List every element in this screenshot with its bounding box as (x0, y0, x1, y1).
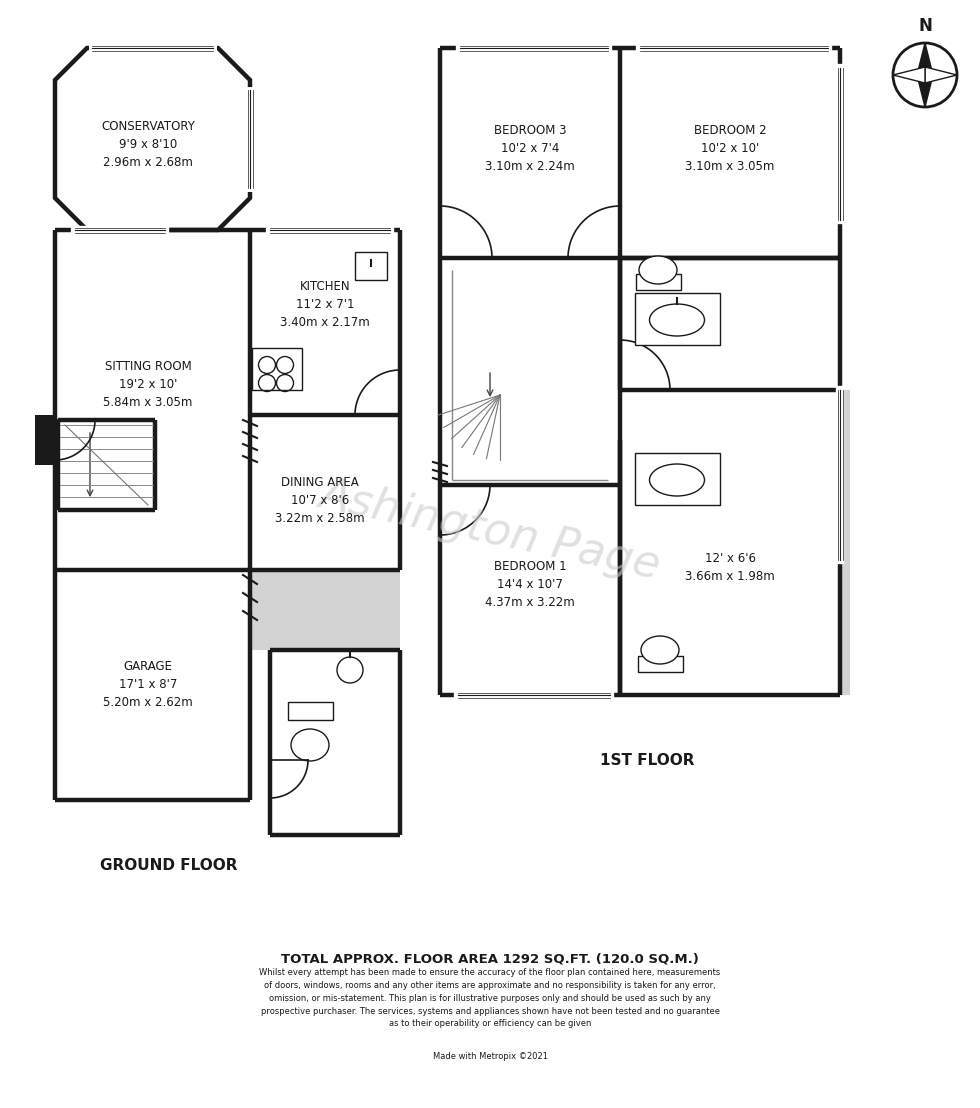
Polygon shape (440, 48, 620, 258)
Bar (635, 453, 720, 505)
Polygon shape (440, 485, 620, 695)
Bar (638, 656, 683, 671)
Text: N: N (918, 17, 932, 35)
Bar (355, 252, 387, 280)
Polygon shape (925, 66, 957, 83)
Text: Made with Metropix ©2021: Made with Metropix ©2021 (432, 1051, 548, 1061)
Text: KITCHEN
11'2 x 7'1
3.40m x 2.17m: KITCHEN 11'2 x 7'1 3.40m x 2.17m (280, 280, 369, 329)
Text: SITTING ROOM
19'2 x 10'
5.84m x 3.05m: SITTING ROOM 19'2 x 10' 5.84m x 3.05m (103, 360, 193, 410)
Text: Ashington Page: Ashington Page (316, 473, 664, 587)
Text: Whilst every attempt has been made to ensure the accuracy of the floor plan cont: Whilst every attempt has been made to en… (260, 968, 720, 1028)
Polygon shape (55, 230, 250, 570)
Text: TOTAL APPROX. FLOOR AREA 1292 SQ.FT. (120.0 SQ.M.): TOTAL APPROX. FLOOR AREA 1292 SQ.FT. (12… (281, 952, 699, 965)
Polygon shape (440, 390, 850, 695)
Ellipse shape (639, 256, 677, 284)
Polygon shape (35, 416, 55, 465)
Polygon shape (55, 48, 250, 230)
Bar (252, 348, 302, 390)
Ellipse shape (641, 636, 679, 664)
Text: 12' x 6'6
3.66m x 1.98m: 12' x 6'6 3.66m x 1.98m (685, 553, 775, 584)
Ellipse shape (291, 729, 329, 761)
Bar (636, 274, 681, 290)
Text: BEDROOM 3
10'2 x 7'4
3.10m x 2.24m: BEDROOM 3 10'2 x 7'4 3.10m x 2.24m (485, 123, 575, 173)
Polygon shape (55, 416, 400, 650)
Polygon shape (620, 258, 840, 695)
Text: CONSERVATORY
9'9 x 8'10
2.96m x 2.68m: CONSERVATORY 9'9 x 8'10 2.96m x 2.68m (101, 121, 195, 170)
Text: 1ST FLOOR: 1ST FLOOR (600, 753, 695, 768)
Text: GARAGE
17'1 x 8'7
5.20m x 2.62m: GARAGE 17'1 x 8'7 5.20m x 2.62m (103, 660, 193, 709)
Polygon shape (250, 416, 400, 570)
Polygon shape (917, 43, 933, 75)
Polygon shape (250, 230, 400, 416)
Ellipse shape (650, 464, 705, 496)
Text: BEDROOM 1
14'4 x 10'7
4.37m x 3.22m: BEDROOM 1 14'4 x 10'7 4.37m x 3.22m (485, 561, 575, 609)
Polygon shape (440, 258, 620, 485)
Polygon shape (893, 66, 925, 83)
Polygon shape (55, 570, 250, 800)
Polygon shape (917, 75, 933, 107)
Ellipse shape (650, 304, 705, 336)
Bar (635, 293, 720, 345)
Text: DINING AREA
10'7 x 8'6
3.22m x 2.58m: DINING AREA 10'7 x 8'6 3.22m x 2.58m (275, 475, 365, 524)
Text: BEDROOM 2
10'2 x 10'
3.10m x 3.05m: BEDROOM 2 10'2 x 10' 3.10m x 3.05m (685, 123, 774, 173)
Text: GROUND FLOOR: GROUND FLOOR (100, 858, 237, 873)
Polygon shape (58, 420, 155, 510)
Bar (288, 702, 333, 720)
Polygon shape (620, 48, 840, 258)
Polygon shape (270, 650, 400, 835)
